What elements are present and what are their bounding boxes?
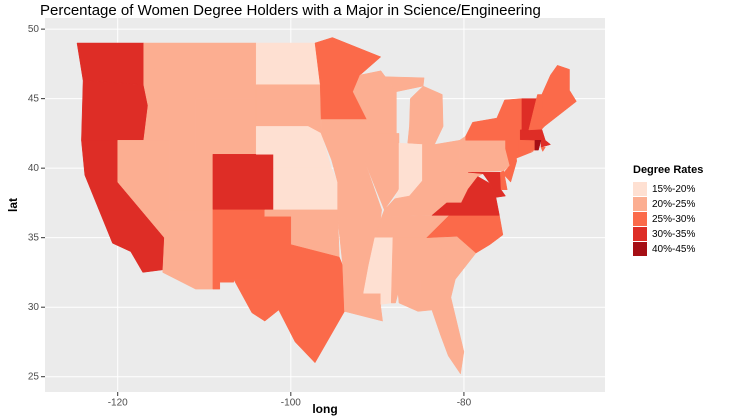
region <box>534 140 542 151</box>
region <box>528 94 545 131</box>
region <box>212 209 266 290</box>
region <box>465 98 534 159</box>
legend-swatch <box>633 227 647 241</box>
region <box>373 70 425 92</box>
y-tick-label: 25 <box>28 371 40 382</box>
region <box>212 154 274 211</box>
legend-swatch <box>633 212 647 226</box>
y-tick-label: 40 <box>28 163 40 174</box>
x-tick-label: -100 <box>281 398 301 409</box>
legend-label: 25%-30% <box>652 214 695 225</box>
region <box>500 170 508 190</box>
region <box>397 293 465 375</box>
region <box>459 135 511 173</box>
y-tick-label: 30 <box>28 302 40 313</box>
legend-swatch <box>633 242 647 256</box>
region <box>363 237 394 305</box>
region <box>541 65 577 127</box>
region <box>195 98 257 155</box>
x-tick-label: -120 <box>108 398 128 409</box>
y-tick-label: 45 <box>28 93 40 104</box>
legend-label: 20%-25% <box>652 199 695 210</box>
legend-swatch <box>633 182 647 196</box>
region <box>519 128 552 148</box>
x-tick-label: -80 <box>457 398 472 409</box>
region <box>273 167 338 211</box>
x-axis-label: long <box>312 402 337 416</box>
legend-swatch <box>633 197 647 211</box>
region <box>431 176 500 216</box>
legend-label: 30%-35% <box>652 229 695 240</box>
region <box>81 80 149 141</box>
region <box>540 147 546 153</box>
legend-title: Degree Rates <box>633 164 703 176</box>
legend-label: 40%-45% <box>652 244 695 255</box>
chart-title: Percentage of Women Degree Holders with … <box>40 2 541 19</box>
y-axis-label: lat <box>6 198 20 212</box>
y-tick-label: 35 <box>28 232 40 243</box>
region <box>255 42 321 85</box>
region <box>255 84 322 134</box>
y-tick-label: 50 <box>28 24 40 35</box>
legend-label: 15%-20% <box>652 184 695 195</box>
region <box>76 42 144 85</box>
